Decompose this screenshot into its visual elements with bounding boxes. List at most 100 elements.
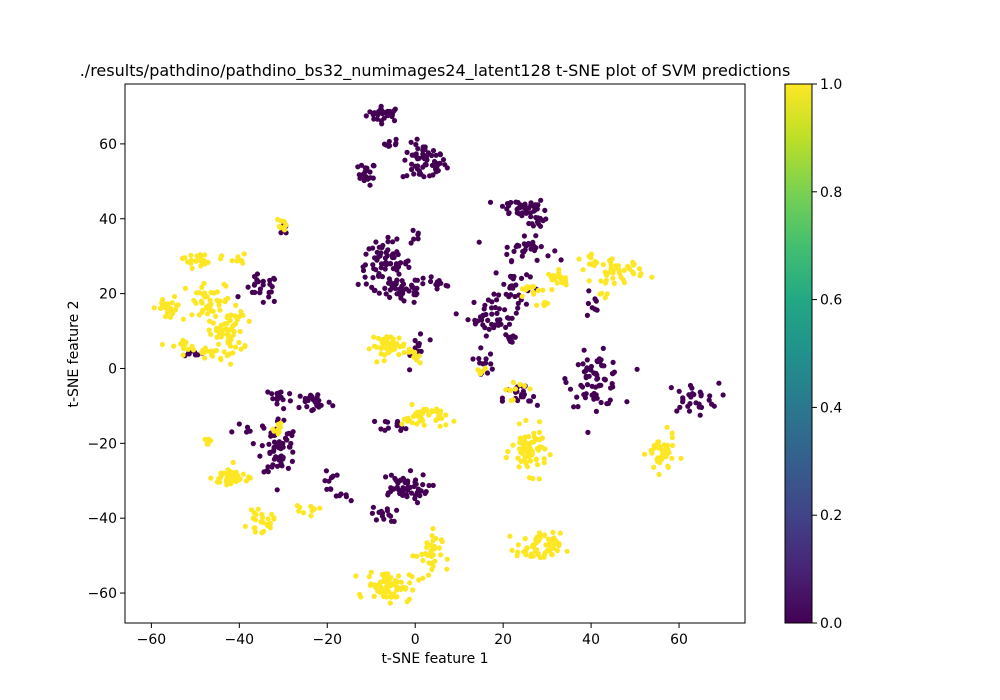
- scatter-point: [245, 284, 251, 290]
- scatter-point: [399, 421, 405, 427]
- scatter-point: [204, 441, 210, 447]
- y-tick-label: −20: [87, 436, 117, 452]
- scatter-point: [236, 339, 242, 346]
- scatter-point: [720, 392, 726, 398]
- scatter-point: [574, 394, 580, 400]
- scatter-point: [594, 376, 600, 382]
- scatter-point: [429, 162, 435, 168]
- scatter-point: [244, 429, 250, 435]
- scatter-point: [470, 356, 476, 362]
- scatter-point: [267, 450, 273, 456]
- scatter-point: [541, 533, 548, 539]
- scatter-point: [193, 290, 200, 296]
- scatter-point: [496, 292, 502, 298]
- scatter-point: [240, 471, 246, 477]
- scatter-point: [413, 477, 419, 483]
- scatter-point: [391, 346, 397, 352]
- scatter-point: [188, 252, 194, 258]
- scatter-point: [309, 407, 315, 414]
- scatter-point: [199, 300, 205, 306]
- scatter-point: [257, 289, 263, 295]
- scatter-point: [680, 395, 686, 401]
- scatter-point: [603, 277, 610, 283]
- scatter-point: [378, 118, 384, 124]
- scatter-point: [534, 462, 541, 468]
- scatter-point: [271, 276, 278, 282]
- scatter-point: [236, 477, 242, 483]
- scatter-point: [201, 280, 207, 286]
- scatter-point: [208, 348, 214, 354]
- scatter-point: [370, 262, 376, 268]
- scatter-point: [199, 350, 205, 356]
- scatter-point: [696, 404, 702, 410]
- scatter-point: [484, 370, 491, 376]
- scatter-point: [387, 261, 394, 267]
- scatter-point: [228, 361, 234, 367]
- scatter-point: [391, 518, 397, 525]
- scatter-point: [542, 299, 548, 305]
- scatter-point: [375, 588, 381, 594]
- scatter-point: [550, 272, 557, 279]
- scatter-point: [556, 267, 562, 273]
- scatter-point: [610, 267, 616, 273]
- scatter-point: [677, 404, 683, 410]
- scatter-point: [223, 326, 229, 332]
- scatter-point: [600, 262, 607, 268]
- scatter-point: [355, 164, 361, 170]
- scatter-point: [686, 408, 693, 414]
- scatter-point: [259, 423, 266, 429]
- colorbar-tick-label: 0.2: [820, 508, 842, 524]
- scatter-point: [564, 548, 570, 554]
- scatter-point: [284, 431, 290, 437]
- scatter-point: [575, 404, 581, 410]
- scatter-point: [413, 492, 419, 499]
- scatter-point: [360, 267, 367, 274]
- scatter-point: [207, 297, 213, 303]
- scatter-point: [382, 590, 388, 596]
- scatter-point: [610, 275, 616, 281]
- scatter-point: [531, 434, 537, 440]
- scatter-point: [360, 171, 366, 177]
- scatter-point: [408, 166, 415, 173]
- scatter-point: [522, 454, 528, 460]
- scatter-point: [371, 287, 377, 294]
- scatter-point: [265, 516, 271, 522]
- scatter-point: [395, 573, 402, 579]
- scatter-point: [416, 353, 422, 359]
- scatter-point: [600, 345, 606, 351]
- scatter-point: [480, 322, 486, 328]
- scatter-point: [242, 523, 248, 530]
- scatter-point: [412, 289, 419, 296]
- scatter-point: [255, 279, 261, 285]
- scatter-point: [517, 202, 523, 208]
- scatter-point: [416, 577, 422, 583]
- scatter-point: [480, 368, 486, 374]
- scatter-point: [406, 288, 412, 294]
- scatter-point: [649, 274, 655, 280]
- scatter-point: [436, 413, 442, 419]
- scatter-point: [420, 151, 426, 157]
- scatter-point: [222, 321, 228, 327]
- scatter-point: [512, 386, 519, 392]
- scatter-point: [182, 285, 188, 291]
- scatter-point: [412, 337, 418, 344]
- scatter-point: [367, 169, 373, 175]
- x-tick-label: −40: [225, 632, 255, 648]
- scatter-point: [604, 291, 610, 297]
- scatter-point: [531, 393, 537, 400]
- scatter-point: [370, 275, 376, 281]
- scatter-point: [534, 402, 541, 408]
- scatter-point: [259, 443, 265, 449]
- scatter-point: [433, 152, 439, 158]
- scatter-point: [420, 557, 426, 564]
- scatter-point: [169, 300, 175, 306]
- scatter-point: [606, 257, 613, 264]
- scatter-point: [476, 356, 482, 362]
- scatter-point: [225, 340, 231, 346]
- scatter-point: [414, 421, 420, 427]
- scatter-point: [585, 300, 592, 307]
- scatter-point: [309, 508, 315, 514]
- scatter-point: [520, 388, 527, 394]
- scatter-point: [390, 336, 396, 342]
- scatter-point: [489, 311, 495, 317]
